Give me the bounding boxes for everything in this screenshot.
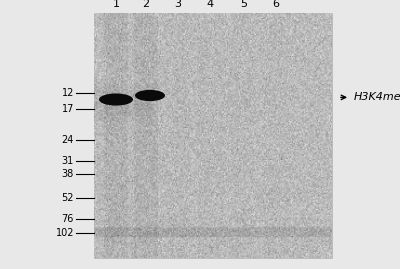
Text: 102: 102: [56, 228, 74, 238]
Text: 12: 12: [62, 88, 74, 98]
Text: 24: 24: [62, 135, 74, 145]
Text: 17: 17: [62, 104, 74, 114]
Text: 3: 3: [174, 0, 182, 9]
Text: 31: 31: [62, 156, 74, 167]
Text: 5: 5: [240, 0, 248, 9]
Ellipse shape: [99, 94, 133, 106]
Text: 38: 38: [62, 168, 74, 179]
Text: 2: 2: [142, 0, 150, 9]
Text: 6: 6: [272, 0, 280, 9]
Bar: [94, 13, 332, 258]
Text: H3K4me1: H3K4me1: [354, 92, 400, 102]
Text: 4: 4: [206, 0, 214, 9]
Text: 1: 1: [112, 0, 120, 9]
Ellipse shape: [135, 90, 165, 101]
Text: 52: 52: [62, 193, 74, 203]
Text: 76: 76: [62, 214, 74, 224]
